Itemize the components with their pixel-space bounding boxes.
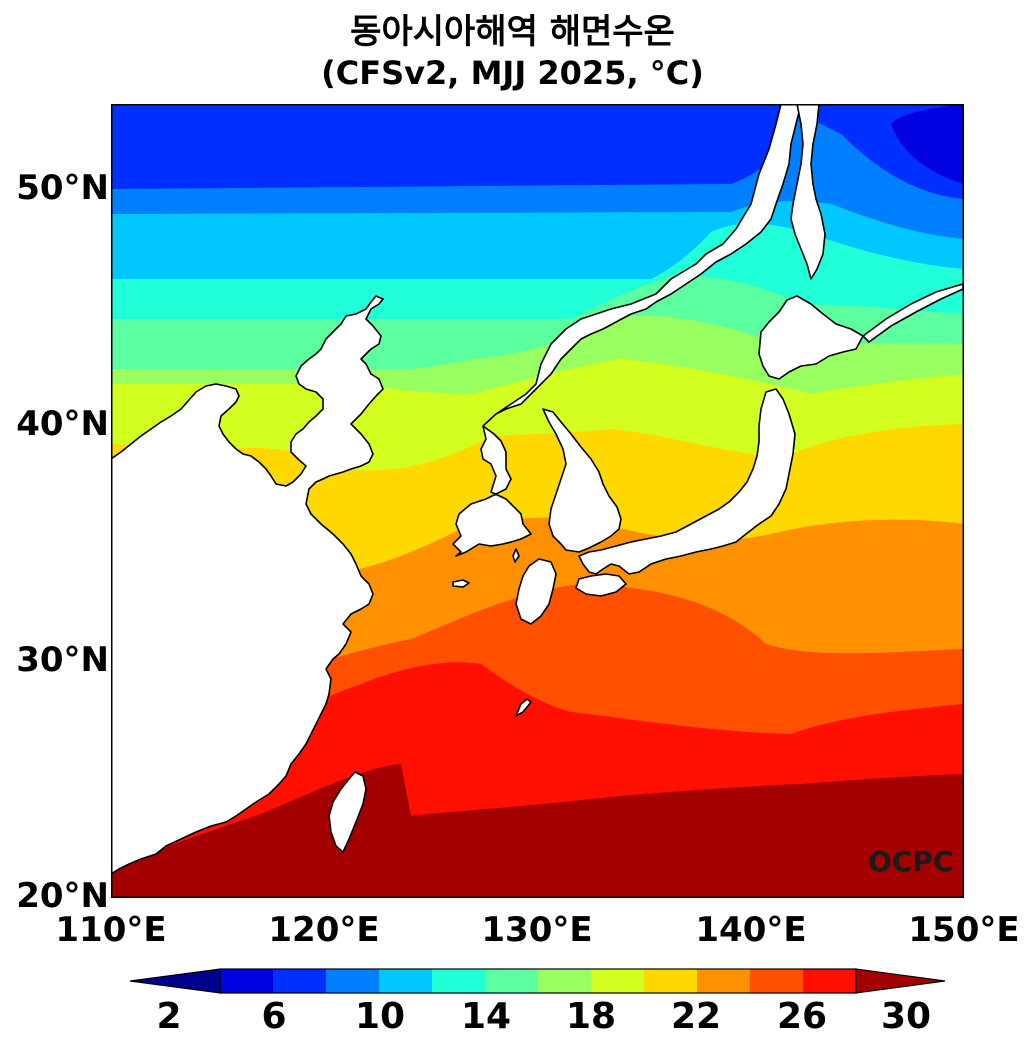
cb-tick-6: 6 bbox=[261, 996, 287, 1037]
x-tick-130E: 130°E bbox=[481, 910, 593, 950]
sst-map bbox=[111, 104, 964, 898]
land-korea bbox=[542, 408, 622, 553]
y-tick-50N: 50°N bbox=[16, 168, 109, 208]
colorbar-cell bbox=[803, 969, 857, 993]
colorbar-extend-high bbox=[855, 968, 945, 994]
land-hokkaido bbox=[758, 295, 864, 380]
cb-tick-2: 2 bbox=[156, 996, 182, 1037]
map-subtitle: (CFSv2, MJJ 2025, °C) bbox=[321, 54, 704, 92]
colorbar-cell bbox=[379, 969, 433, 993]
ocpc-watermark: OCPC bbox=[868, 845, 954, 878]
cb-tick-14: 14 bbox=[460, 996, 512, 1037]
land-island-okinawa bbox=[515, 698, 532, 717]
land-honshu bbox=[578, 388, 796, 575]
map-title: 동아시아해역 해면수온 bbox=[350, 12, 675, 52]
land-asia-mainland bbox=[111, 104, 802, 875]
band-6-8 bbox=[111, 104, 964, 199]
land-masses bbox=[111, 104, 964, 875]
y-tick-20N: 20°N bbox=[16, 876, 109, 916]
colorbar-cell bbox=[538, 969, 592, 993]
land-shikoku bbox=[575, 573, 627, 597]
map-frame bbox=[111, 104, 964, 898]
colorbar-cell bbox=[220, 969, 274, 993]
x-tick-110E: 110°E bbox=[55, 910, 167, 950]
colorbar-extend-low bbox=[130, 968, 221, 994]
colorbar-cell bbox=[750, 969, 804, 993]
x-tick-140E: 140°E bbox=[695, 910, 807, 950]
colorbar-cells bbox=[220, 969, 857, 993]
land-sakhalin bbox=[790, 104, 826, 280]
cb-tick-10: 10 bbox=[354, 996, 406, 1037]
cb-tick-22: 22 bbox=[670, 996, 722, 1037]
y-tick-30N: 30°N bbox=[16, 640, 109, 680]
land-kyushu bbox=[515, 558, 557, 625]
colorbar bbox=[130, 968, 945, 994]
colorbar-frame bbox=[219, 968, 857, 994]
colorbar-cell bbox=[273, 969, 327, 993]
colorbar-cell bbox=[326, 969, 380, 993]
x-tick-150E: 150°E bbox=[908, 910, 1020, 950]
colorbar-cell bbox=[591, 969, 645, 993]
cb-tick-30: 30 bbox=[880, 996, 932, 1037]
x-tick-120E: 120°E bbox=[268, 910, 380, 950]
colorbar-cell bbox=[644, 969, 698, 993]
colorbar-cell bbox=[697, 969, 751, 993]
colorbar-cell bbox=[485, 969, 539, 993]
band-4-6 bbox=[891, 104, 964, 184]
cb-tick-18: 18 bbox=[565, 996, 617, 1037]
land-taiwan bbox=[328, 771, 367, 853]
y-tick-40N: 40°N bbox=[16, 404, 109, 444]
sst-contour-bands bbox=[111, 104, 964, 898]
land-island-tsushima bbox=[512, 548, 520, 563]
land-island-jeju bbox=[452, 579, 470, 588]
colorbar-cell bbox=[432, 969, 486, 993]
cb-tick-26: 26 bbox=[776, 996, 828, 1037]
